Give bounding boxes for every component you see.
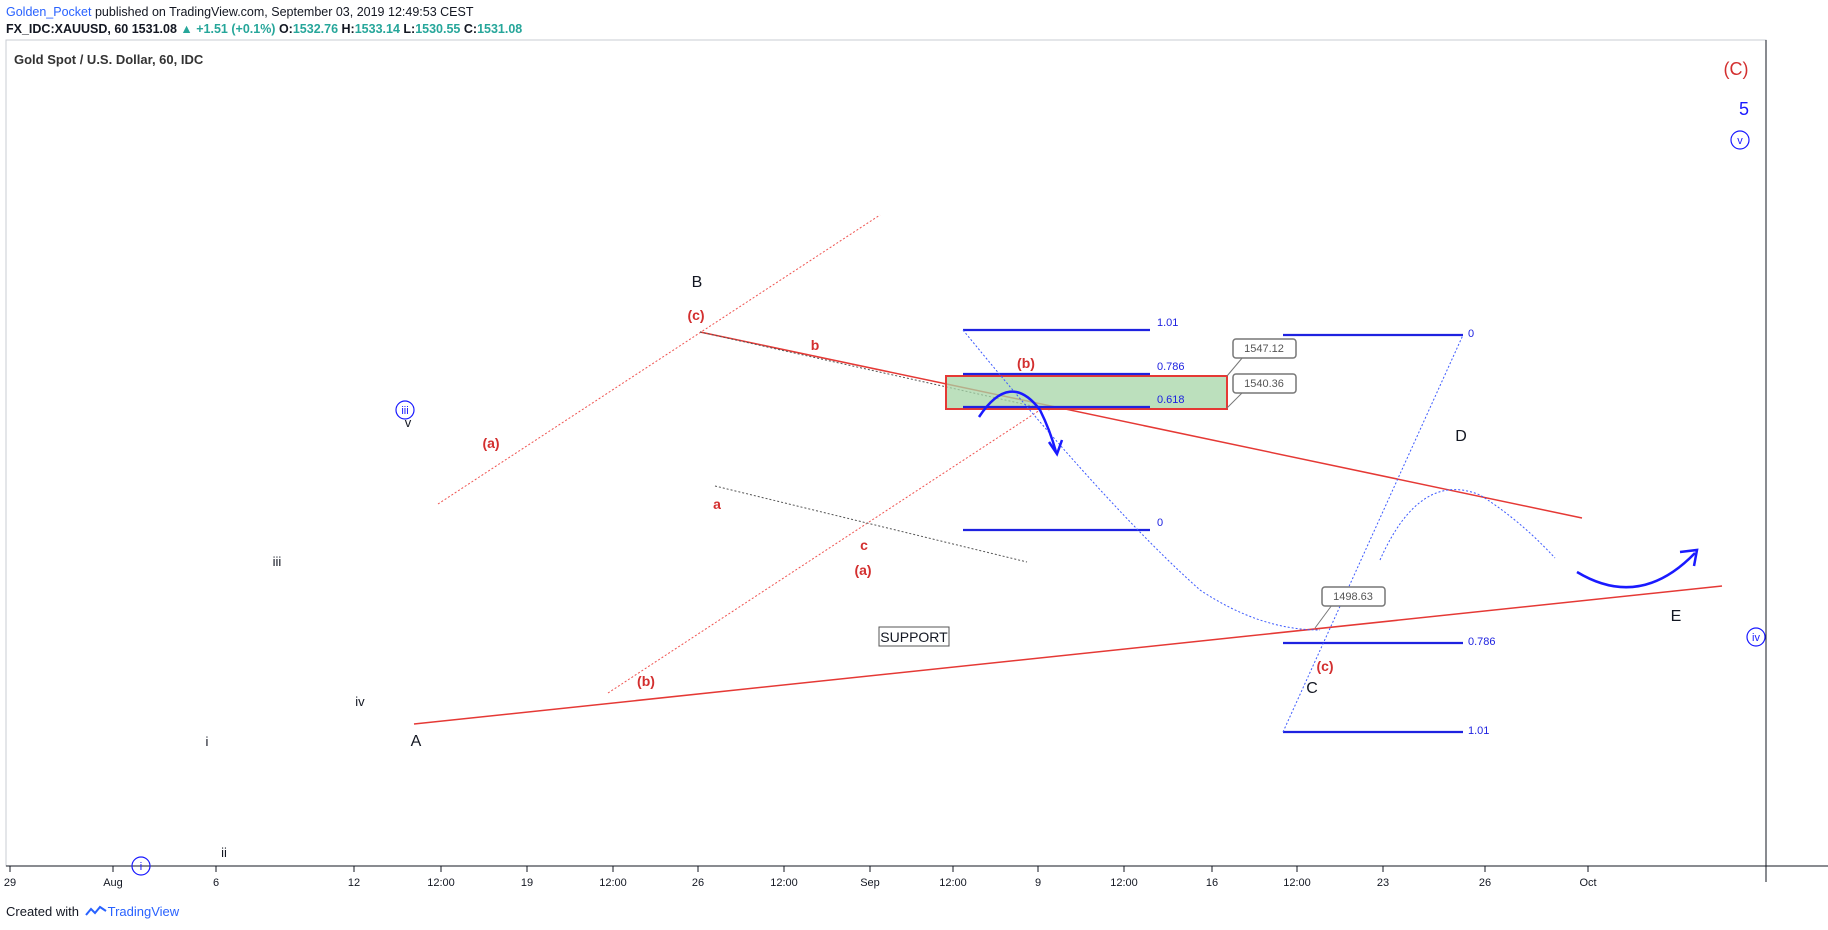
wave-label-red: (c) [687,307,704,323]
target-zone [945,375,1228,410]
last-price: 1531.08 [131,22,177,36]
x-tick-label: Oct [1579,877,1596,889]
fib-upper-label: 0.786 [1157,361,1185,373]
created-with-text: Created with [6,904,79,919]
wave-label-black: C [1306,680,1318,697]
change-value: ▲ +1.51 (+0.1%) [180,22,276,36]
gray-channel-lower [714,485,1028,563]
author-link[interactable]: Golden_Pocket [6,5,92,19]
wave-label-blue: i [140,861,142,873]
wave-label-red: (C) [1724,59,1749,79]
wave-label-red: (a) [482,435,499,451]
footer: Created with TradingView [6,904,179,919]
support-text: SUPPORT [880,629,948,645]
wave-label-red: (c) [1316,658,1333,674]
callout-text: 1540.36 [1244,378,1284,390]
ohlc-bar: FX_IDC:XAUUSD, 60 1531.08 ▲ +1.51 (+0.1%… [6,21,522,37]
lower-trendline [413,585,1723,725]
fib-lower-label: 0 [1468,328,1474,340]
x-tick-label: 16 [1206,877,1218,889]
projection-curve-e [1379,489,1556,561]
callout-box [1232,373,1297,394]
fib-upper-label: 1.01 [1157,317,1178,329]
callout-text: 1498.63 [1333,591,1373,603]
wave-label-red: a [713,496,721,512]
open-value: 1532.76 [292,22,339,36]
channel-upper [437,214,881,505]
wave-label-blue: 5 [1739,99,1749,119]
channel-lower [607,409,1041,694]
x-tick-label: 12:00 [939,877,967,889]
arrow-e-path [1576,552,1696,589]
wave-label-black: B [692,274,703,291]
x-tick-label: Sep [860,877,880,889]
publish-info: published on TradingView.com, September … [94,5,474,19]
callout-pointer [1226,391,1244,409]
x-tick-label: 12 [348,877,360,889]
low-value: 1530.55 [415,22,461,36]
wave-label-black: iv [355,694,365,709]
x-tick-label: 12:00 [599,877,627,889]
close-value: 1531.08 [477,22,523,36]
fib-upper-label: 0.618 [1157,394,1185,406]
arrow-b-path [977,390,1058,453]
wave-label-black: i [206,734,209,749]
support-box [878,626,950,647]
x-tick-label: 12:00 [1283,877,1311,889]
fib-upper-label: 0 [1157,517,1163,529]
callout-pointer [1226,356,1244,377]
x-tick-label: Aug [103,877,123,889]
wave-label-black: ii [221,845,227,860]
x-tick-label: 26 [1479,877,1491,889]
wave-label-blue: iii [401,405,408,417]
chart-title: Gold Spot / U.S. Dollar, 60, IDC [14,52,204,67]
wave-label-blue: iv [1752,632,1760,644]
x-tick-label: 12:00 [427,877,455,889]
wave-circle-blue [1746,627,1766,647]
wave-label-black: v [405,415,412,430]
tradingview-logo-icon [84,905,107,916]
callout-box [1232,338,1297,359]
x-tick-label: 29 [4,877,16,889]
fib-lower-label: 0.786 [1468,636,1496,648]
x-tick-label: 19 [521,877,533,889]
arrow-e-head [1679,548,1699,567]
x-tick-label: 23 [1377,877,1389,889]
x-tick-label: 12:00 [770,877,798,889]
wave-circle-blue [395,400,415,420]
x-tick-label: 12:00 [1110,877,1138,889]
wave-label-red: c [860,537,868,553]
callout-box [1321,586,1386,607]
wave-label-blue: v [1737,135,1743,147]
low-label: L: [403,22,416,36]
fib-lower-label: 1.01 [1468,725,1489,737]
x-tick-label: 26 [692,877,704,889]
arrow-b-head [1047,439,1064,457]
wave-label-black: iii [273,554,282,569]
wave-label-red: (b) [1017,355,1035,371]
wave-label-black: A [411,733,422,750]
symbol-text: FX_IDC:XAUUSD, 60 [6,22,129,36]
high-label: H: [341,22,355,36]
open-label: O: [278,22,293,36]
wave-label-black: E [1671,608,1682,625]
x-tick-label: 9 [1035,877,1041,889]
x-tick-label: 6 [213,877,219,889]
high-value: 1533.14 [354,22,400,36]
plot-frame [5,39,1767,867]
projection-line-up [1282,334,1464,733]
wave-circle-blue [1730,130,1750,150]
wave-label-red: (b) [637,673,655,689]
upper-trendline [699,331,1583,519]
callout-pointer [1314,604,1333,629]
callout-text: 1547.12 [1244,343,1284,355]
tradingview-link[interactable]: TradingView [107,904,180,919]
wave-label-red: (a) [854,562,871,578]
wave-label-black: D [1455,428,1467,445]
publish-header: Golden_Pocket published on TradingView.c… [6,4,473,20]
wave-label-red: b [811,337,820,353]
wave-circle-blue [131,856,151,876]
close-label: C: [463,22,478,36]
